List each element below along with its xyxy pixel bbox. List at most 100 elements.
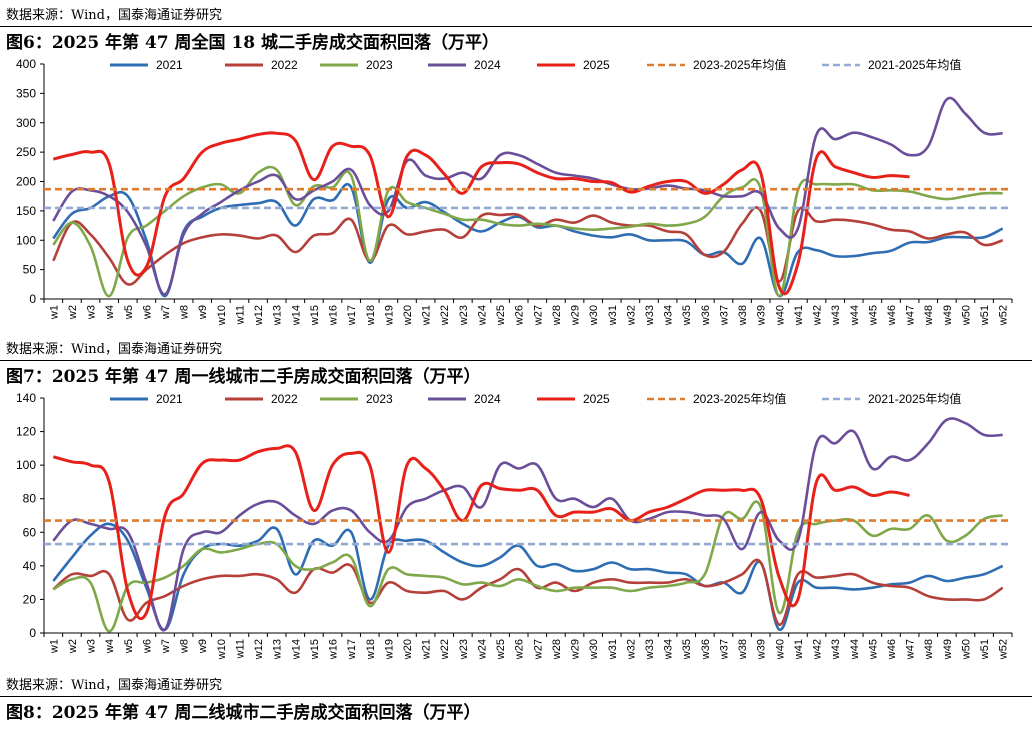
x-tick-label: w42 (812, 305, 824, 326)
x-tick-label: w25 (495, 639, 507, 660)
x-tick-label: w37 (718, 639, 730, 660)
x-tick-label: w31 (607, 639, 619, 660)
legend-label: 2023-2025年均值 (693, 57, 786, 72)
x-tick-label: w21 (421, 305, 433, 326)
legend-label: 2021 (156, 392, 183, 406)
x-tick-label: w29 (570, 305, 582, 326)
x-tick-label: w38 (737, 305, 749, 326)
series-line-2022 (52, 206, 1004, 286)
x-tick-label: w28 (551, 639, 563, 660)
y-tick-label: 60 (23, 525, 37, 539)
x-tick-label: w39 (756, 305, 768, 326)
series-line-2023 (52, 165, 1003, 298)
x-tick-label: w47 (905, 305, 917, 326)
x-tick-label: w15 (309, 639, 321, 660)
x-tick-label: w20 (402, 639, 414, 660)
y-tick-label: 300 (16, 116, 36, 130)
y-tick-label: 80 (23, 492, 37, 506)
x-tick-label: w12 (253, 639, 265, 660)
x-tick-label: w21 (421, 639, 433, 660)
x-tick-label: w5 (123, 305, 135, 320)
y-tick-label: 50 (23, 263, 37, 277)
series-line-2025 (52, 444, 910, 621)
x-tick-label: w23 (458, 305, 470, 326)
x-tick-label: w6 (141, 639, 153, 654)
x-tick-label: w46 (886, 639, 898, 660)
figure-title: 图6：2025 年第 47 周全国 18 城二手房成交面积回落（万平） (6, 33, 500, 53)
x-tick-label: w8 (179, 305, 191, 320)
chart-figure-6: 0 50 100 150 200 250 300 350 400 w1 w2 w3 w4 w5 w6 w7 w8… (16, 57, 1013, 326)
x-tick-label: w51 (979, 639, 991, 660)
x-tick-label: w15 (309, 305, 321, 326)
figure-title: 图7：2025 年第 47 周一线城市二手房成交面积回落（万平） (6, 367, 481, 387)
legend-label: 2022 (271, 58, 298, 72)
x-tick-label: w31 (607, 305, 619, 326)
x-tick-label: w32 (625, 305, 637, 326)
x-tick-label: w35 (681, 639, 693, 660)
x-tick-label: w42 (812, 639, 824, 660)
x-tick-label: w33 (644, 305, 656, 326)
x-tick-label: w5 (123, 639, 135, 654)
x-tick-label: w43 (830, 639, 842, 660)
legend-label: 2021 (156, 58, 183, 72)
y-tick-label: 250 (16, 145, 36, 159)
x-tick-label: w8 (179, 639, 191, 654)
x-tick-label: w32 (625, 639, 637, 660)
x-tick-label: w19 (383, 639, 395, 660)
x-tick-label: w2 (67, 305, 79, 320)
x-tick-label: w7 (160, 639, 172, 654)
x-tick-label: w18 (365, 305, 377, 326)
x-tick-label: w44 (849, 639, 861, 660)
x-tick-label: w23 (458, 639, 470, 660)
legend-label: 2025 (583, 58, 610, 72)
x-tick-label: w6 (141, 305, 153, 320)
legend-label: 2021-2025年均值 (868, 57, 961, 72)
x-tick-label: w25 (495, 305, 507, 326)
series-line-2025 (52, 131, 910, 296)
x-tick-label: w2 (67, 639, 79, 654)
x-tick-label: w4 (104, 639, 116, 654)
x-tick-label: w1 (48, 639, 60, 654)
x-tick-label: w49 (942, 305, 954, 326)
x-tick-label: w3 (86, 305, 98, 320)
x-tick-label: w3 (86, 639, 98, 654)
x-tick-label: w17 (346, 639, 358, 660)
source-note: 数据来源：Wind，国泰海通证券研究 (6, 342, 222, 357)
x-tick-label: w10 (216, 639, 228, 660)
x-tick-label: w16 (328, 305, 340, 326)
x-tick-label: w43 (830, 305, 842, 326)
legend-label: 2023-2025年均值 (693, 391, 786, 406)
x-tick-label: w50 (960, 639, 972, 660)
y-tick-label: 350 (16, 86, 36, 100)
x-tick-label: w10 (216, 305, 228, 326)
source-note: 数据来源：Wind，国泰海通证券研究 (6, 8, 222, 23)
x-tick-label: w48 (923, 639, 935, 660)
divider (0, 696, 1032, 697)
x-tick-label: w28 (551, 305, 563, 326)
figure-title: 图8：2025 年第 47 周二线城市二手房成交面积回落（万平） (6, 703, 481, 723)
legend-label: 2025 (583, 392, 610, 406)
x-tick-label: w30 (588, 639, 600, 660)
x-tick-label: w13 (272, 639, 284, 660)
x-tick-label: w41 (793, 305, 805, 326)
chart-figure-7: 0 20 40 60 80 100 120 140 w1 w2 w3 w4 w5 w6 w7 w8 w9 w10 w… (16, 391, 1013, 660)
y-tick-label: 400 (16, 57, 36, 71)
x-tick-label: w14 (290, 305, 302, 326)
x-tick-label: w20 (402, 305, 414, 326)
x-tick-label: w24 (476, 305, 488, 326)
x-tick-label: w52 (998, 305, 1010, 326)
legend-label: 2021-2025年均值 (868, 391, 961, 406)
source-note: 数据来源：Wind，国泰海通证券研究 (6, 678, 222, 693)
x-tick-label: w17 (346, 305, 358, 326)
x-tick-label: w40 (774, 639, 786, 660)
x-tick-label: w36 (700, 305, 712, 326)
y-tick-label: 200 (16, 175, 36, 189)
x-tick-label: w11 (234, 639, 246, 659)
x-tick-label: w34 (663, 305, 675, 326)
x-tick-label: w24 (476, 639, 488, 660)
y-tick-label: 120 (16, 425, 36, 439)
x-tick-label: w39 (756, 639, 768, 660)
x-tick-label: w16 (328, 639, 340, 660)
x-tick-label: w30 (588, 305, 600, 326)
x-tick-label: w44 (849, 305, 861, 326)
